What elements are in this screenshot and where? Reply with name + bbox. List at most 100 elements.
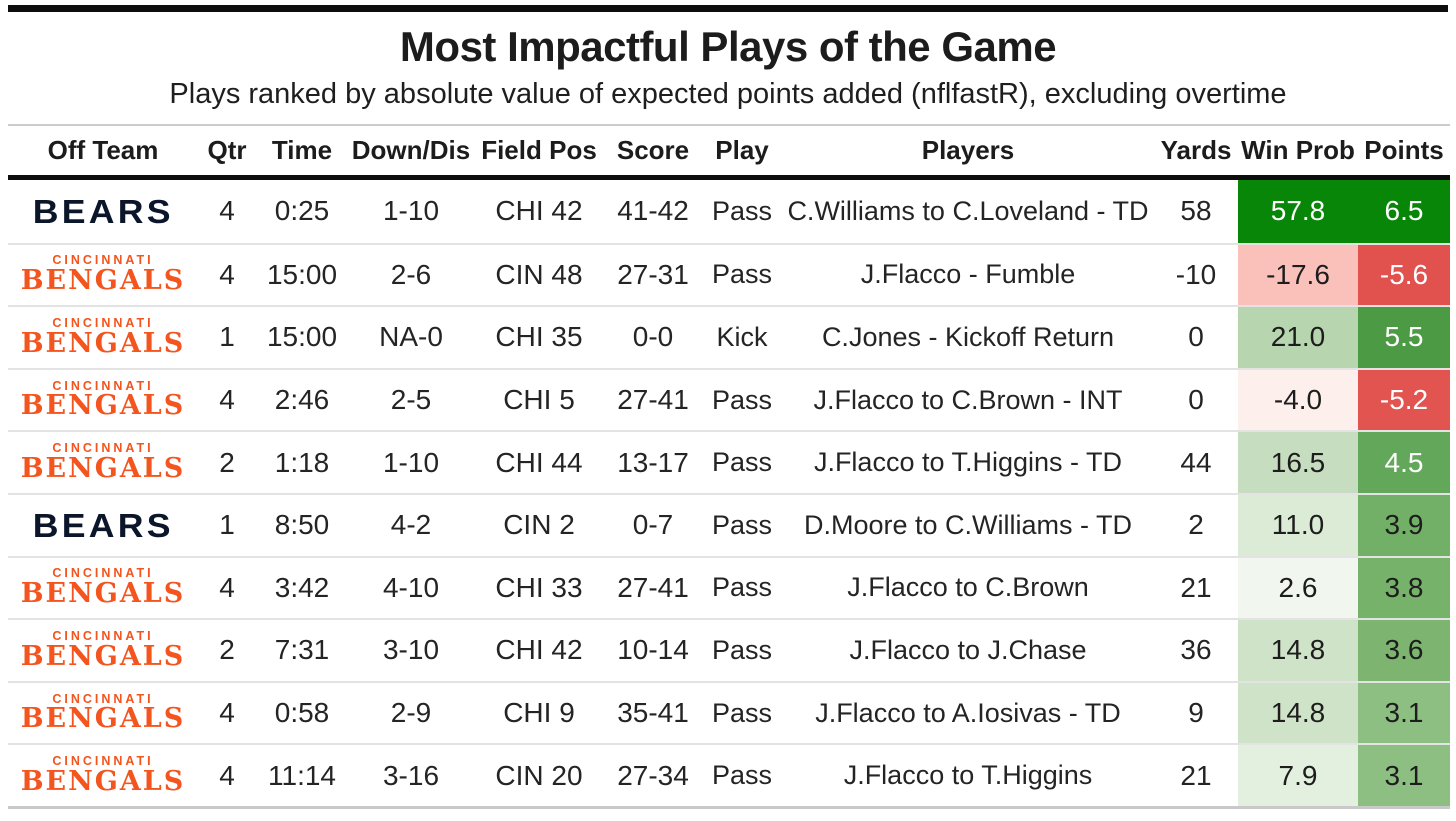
- qtr-cell: 2: [198, 430, 256, 493]
- players-cell: J.Flacco to T.Higgins - TD: [782, 430, 1154, 493]
- bengals-name-label: BENGALS: [20, 390, 186, 422]
- field-pos-cell: CIN 48: [474, 242, 604, 306]
- off-team-cell: CINCINNATI BENGALS: [8, 430, 198, 493]
- qtr-cell: 4: [198, 743, 256, 806]
- yards-cell: 0: [1154, 305, 1238, 368]
- time-cell: 7:31: [256, 618, 348, 681]
- yards-cell: -10: [1154, 242, 1238, 306]
- points-cell: 3.6: [1358, 618, 1450, 681]
- bengals-city-label: CINCINNATI: [52, 754, 154, 769]
- win-prob-cell: 2.6: [1238, 555, 1358, 619]
- table-row: CINCINNATI BENGALS 1 15:00 NA-0 CHI 35 0…: [8, 305, 1450, 368]
- off-team-cell: CINCINNATI BENGALS: [8, 242, 198, 306]
- play-cell: Pass: [702, 492, 782, 556]
- column-header-win-prob: Win Prob: [1241, 135, 1355, 165]
- win-prob-cell: -17.6: [1238, 242, 1358, 306]
- players-cell: J.Flacco to J.Chase: [782, 618, 1154, 681]
- table-row: CINCINNATI BENGALS 4 11:14 3-16 CIN 20 2…: [8, 743, 1450, 806]
- column-header-points: Points: [1364, 135, 1444, 165]
- time-cell: 0:58: [256, 680, 348, 744]
- play-cell: Pass: [702, 618, 782, 681]
- bengals-city-label: CINCINNATI: [52, 629, 154, 644]
- time-cell: 3:42: [256, 555, 348, 619]
- table-top-rule: [8, 124, 1450, 126]
- bengals-name-label: BENGALS: [20, 452, 186, 484]
- down-dis-cell: 4-2: [348, 492, 474, 556]
- table-row: CINCINNATI BENGALS 4 15:00 2-6 CIN 48 27…: [8, 242, 1450, 306]
- players-cell: J.Flacco - Fumble: [782, 242, 1154, 306]
- table-row: BEARS 1 8:50 4-2 CIN 2 0-7 Pass D.Moore …: [8, 492, 1450, 556]
- table-row: CINCINNATI BENGALS 4 2:46 2-5 CHI 5 27-4…: [8, 367, 1450, 431]
- score-cell: 0-7: [604, 492, 702, 556]
- play-cell: Pass: [702, 430, 782, 493]
- yards-cell: 9: [1154, 680, 1238, 744]
- points-cell: 4.5: [1358, 430, 1450, 493]
- time-cell: 11:14: [256, 743, 348, 806]
- field-pos-cell: CHI 44: [474, 430, 604, 493]
- column-header-players: Players: [921, 135, 1015, 165]
- players-cell: J.Flacco to C.Brown - INT: [782, 367, 1154, 431]
- time-cell: 1:18: [256, 430, 348, 493]
- qtr-cell: 4: [198, 367, 256, 431]
- bengals-logo: CINCINNATI BENGALS: [21, 442, 186, 483]
- bengals-city-label: CINCINNATI: [52, 441, 154, 456]
- bears-logo: BEARS: [32, 506, 174, 544]
- field-pos-cell: CIN 20: [474, 743, 604, 806]
- qtr-cell: 4: [219, 195, 235, 227]
- column-header-time: Time: [271, 135, 333, 165]
- yards-cell: 58: [1180, 195, 1212, 227]
- column-header-play: Play: [715, 135, 769, 165]
- bengals-name-label: BENGALS: [20, 327, 186, 359]
- down-dis-cell: 3-16: [348, 743, 474, 806]
- off-team-cell: CINCINNATI BENGALS: [8, 305, 198, 368]
- table-row: CINCINNATI BENGALS 4 0:58 2-9 CHI 9 35-4…: [8, 680, 1450, 744]
- score-cell: 41-42: [617, 195, 689, 227]
- play-cell: Kick: [702, 305, 782, 368]
- win-prob-cell: -4.0: [1238, 367, 1358, 431]
- table-header: Off Team Qtr Time Down/Dis Field Pos Score Pla…: [8, 126, 1450, 175]
- yards-cell: 21: [1154, 743, 1238, 806]
- bengals-city-label: CINCINNATI: [52, 378, 154, 393]
- off-team-cell: CINCINNATI BENGALS: [8, 743, 198, 806]
- points-cell: -5.2: [1358, 367, 1450, 431]
- column-header-off-team: Off Team: [47, 135, 159, 165]
- table-row: BEARS 4 0:25 1-10 CHI 42 41-42 Pass C.Wi…: [8, 180, 1450, 243]
- off-team-cell: CINCINNATI BENGALS: [8, 555, 198, 619]
- table-row: CINCINNATI BENGALS 2 1:18 1-10 CHI 44 13…: [8, 430, 1450, 493]
- qtr-cell: 4: [198, 242, 256, 306]
- qtr-cell: 2: [198, 618, 256, 681]
- score-cell: 13-17: [604, 430, 702, 493]
- bengals-logo: CINCINNATI BENGALS: [21, 755, 186, 796]
- yards-cell: 21: [1154, 555, 1238, 619]
- field-pos-cell: CIN 2: [474, 492, 604, 556]
- table-bottom-rule: [8, 805, 1450, 809]
- field-pos-cell: CHI 35: [474, 305, 604, 368]
- qtr-cell: 1: [198, 305, 256, 368]
- play-cell: Pass: [702, 743, 782, 806]
- score-cell: 27-31: [604, 242, 702, 306]
- qtr-cell: 1: [198, 492, 256, 556]
- bengals-logo: CINCINNATI BENGALS: [21, 380, 186, 421]
- play-cell: Pass: [711, 195, 773, 226]
- page-subtitle: Plays ranked by absolute value of expect…: [169, 78, 1287, 110]
- time-cell: 0:25: [274, 195, 330, 227]
- field-pos-cell: CHI 9: [474, 680, 604, 744]
- points-cell: 3.1: [1358, 743, 1450, 806]
- win-prob-cell: 16.5: [1238, 430, 1358, 493]
- bengals-logo: CINCINNATI BENGALS: [21, 254, 186, 295]
- table-row: CINCINNATI BENGALS 4 3:42 4-10 CHI 33 27…: [8, 555, 1450, 619]
- bears-logo: BEARS: [32, 192, 174, 230]
- field-pos-cell: CHI 42: [495, 195, 583, 227]
- column-header-yards: Yards: [1160, 135, 1232, 165]
- header-bottom-rule: [8, 175, 1450, 180]
- points-cell: 3.9: [1358, 492, 1450, 556]
- points-cell: 6.5: [1358, 180, 1450, 243]
- page-title: Most Impactful Plays of the Game: [399, 23, 1057, 70]
- column-header-qtr: Qtr: [207, 135, 247, 165]
- down-dis-cell: 3-10: [348, 618, 474, 681]
- time-cell: 2:46: [256, 367, 348, 431]
- yards-cell: 2: [1154, 492, 1238, 556]
- win-prob-cell: 21.0: [1238, 305, 1358, 368]
- down-dis-cell: NA-0: [348, 305, 474, 368]
